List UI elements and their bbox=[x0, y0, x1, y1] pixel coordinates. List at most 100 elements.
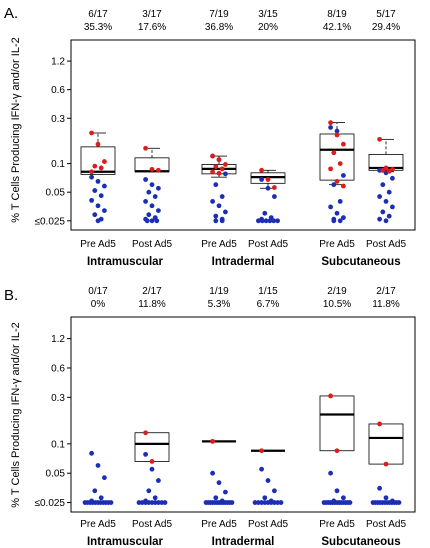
box-2 bbox=[134, 432, 170, 462]
nonresponder-point bbox=[102, 183, 107, 189]
y-axis-label: % T Cells Producing IFN-γ and/or IL-2 bbox=[10, 37, 22, 222]
plot-frame bbox=[70, 316, 416, 513]
group-label: Intradermal bbox=[212, 256, 275, 268]
x-category-label: Post Ad5 bbox=[132, 239, 172, 250]
nonresponder-point bbox=[390, 175, 395, 181]
responder-point bbox=[386, 168, 392, 174]
responder-percent: 29.4% bbox=[372, 22, 400, 33]
responder-point bbox=[216, 170, 222, 176]
y-tick-label: 0.6 bbox=[51, 363, 65, 374]
responder-percent: 0% bbox=[91, 299, 106, 310]
nonresponder-point bbox=[156, 478, 161, 483]
responder-point bbox=[328, 120, 333, 126]
responder-point bbox=[341, 183, 346, 189]
nonresponder-point bbox=[337, 218, 343, 224]
nonresponder-point bbox=[149, 218, 155, 224]
box-iqr bbox=[368, 423, 404, 465]
x-category-label: Pre Ad5 bbox=[80, 519, 116, 530]
responder-point bbox=[102, 159, 107, 164]
nonresponder-point bbox=[223, 489, 228, 495]
nonresponder-point bbox=[223, 209, 228, 215]
responder-count: 0/17 bbox=[88, 286, 108, 297]
nonresponder-point bbox=[390, 204, 395, 210]
responder-count: 8/19 bbox=[327, 9, 347, 20]
nonresponder-point bbox=[162, 500, 168, 505]
responder-point bbox=[210, 438, 216, 444]
nonresponder-point bbox=[263, 218, 269, 224]
x-category-label: Post Ad5 bbox=[366, 239, 406, 250]
nonresponder-point bbox=[89, 450, 94, 456]
nonresponder-point bbox=[213, 218, 219, 224]
nonresponder-point bbox=[259, 466, 264, 472]
responder-count: 2/17 bbox=[142, 286, 162, 297]
nonresponder-point bbox=[271, 218, 277, 224]
nonresponder-point bbox=[275, 218, 280, 224]
nonresponder-point bbox=[383, 199, 389, 204]
box-1 bbox=[80, 132, 116, 175]
nonresponder-point bbox=[143, 199, 149, 204]
responder-count: 2/17 bbox=[376, 286, 396, 297]
responder-count: 3/15 bbox=[258, 9, 278, 20]
nonresponder-point bbox=[341, 495, 346, 501]
responder-point bbox=[341, 141, 346, 147]
group-label: Subcutaneous bbox=[321, 536, 400, 548]
box-iqr bbox=[319, 395, 355, 452]
x-category-label: Pre Ad5 bbox=[319, 519, 355, 530]
responder-point bbox=[383, 461, 389, 467]
nonresponder-point bbox=[334, 488, 340, 494]
y-axis-label: % T Cells Producing IFN-γ and/or IL-2 bbox=[10, 322, 22, 507]
nonresponder-point bbox=[149, 182, 155, 188]
nonresponder-point bbox=[331, 218, 337, 224]
plot-frame bbox=[70, 39, 416, 231]
responder-percent: 11.8% bbox=[372, 299, 400, 310]
responder-point bbox=[149, 166, 155, 172]
nonresponder-point bbox=[396, 500, 402, 505]
responder-point bbox=[377, 421, 382, 427]
nonresponder-point bbox=[334, 128, 340, 134]
nonresponder-point bbox=[144, 218, 150, 224]
nonresponder-point bbox=[213, 213, 219, 219]
responder-percent: 17.6% bbox=[138, 22, 166, 33]
x-category-label: Pre Ad5 bbox=[319, 239, 355, 250]
nonresponder-point bbox=[216, 480, 222, 486]
y-tick-label: 0.6 bbox=[51, 85, 65, 96]
nonresponder-point bbox=[156, 208, 161, 214]
responder-point bbox=[216, 157, 222, 163]
responder-point bbox=[328, 393, 333, 399]
y-tick-label: ≤0.025 bbox=[34, 498, 65, 509]
nonresponder-point bbox=[347, 500, 353, 505]
nonresponder-point bbox=[256, 218, 261, 224]
nonresponder-point bbox=[265, 185, 271, 191]
nonresponder-point bbox=[386, 213, 392, 219]
x-category-label: Post Ad5 bbox=[248, 519, 288, 530]
responder-point bbox=[219, 166, 225, 172]
nonresponder-point bbox=[92, 212, 98, 218]
responder-point bbox=[143, 430, 149, 436]
x-category-label: Post Ad5 bbox=[248, 239, 288, 250]
responder-point bbox=[89, 130, 94, 136]
nonresponder-point bbox=[210, 199, 216, 204]
nonresponder-point bbox=[143, 451, 149, 457]
responder-percent: 6.7% bbox=[257, 299, 280, 310]
box-iqr bbox=[80, 146, 116, 175]
responder-point bbox=[334, 448, 340, 454]
responder-point bbox=[223, 162, 228, 167]
responder-point bbox=[210, 169, 216, 175]
nonresponder-point bbox=[334, 210, 340, 216]
nonresponder-point bbox=[259, 177, 264, 182]
nonresponder-point bbox=[146, 212, 152, 218]
responder-point bbox=[213, 164, 219, 169]
nonresponder-point bbox=[267, 218, 273, 224]
nonresponder-point bbox=[98, 495, 104, 501]
nonresponder-point bbox=[95, 178, 101, 184]
nonresponder-point bbox=[383, 495, 389, 501]
group-label: Intramuscular bbox=[87, 256, 164, 268]
responder-point bbox=[265, 177, 271, 182]
nonresponder-point bbox=[95, 463, 101, 468]
panel-a: A. 6/17 3/17 7/19 3/15 8/19 5/17 35.3% 17.6% 36.8… bbox=[4, 5, 416, 268]
nonresponder-point bbox=[92, 188, 98, 193]
nonresponder-point bbox=[149, 466, 155, 472]
nonresponder-point bbox=[328, 125, 333, 130]
x-category-label: Pre Ad5 bbox=[201, 519, 237, 530]
y-tick-label: 0.1 bbox=[51, 439, 65, 450]
